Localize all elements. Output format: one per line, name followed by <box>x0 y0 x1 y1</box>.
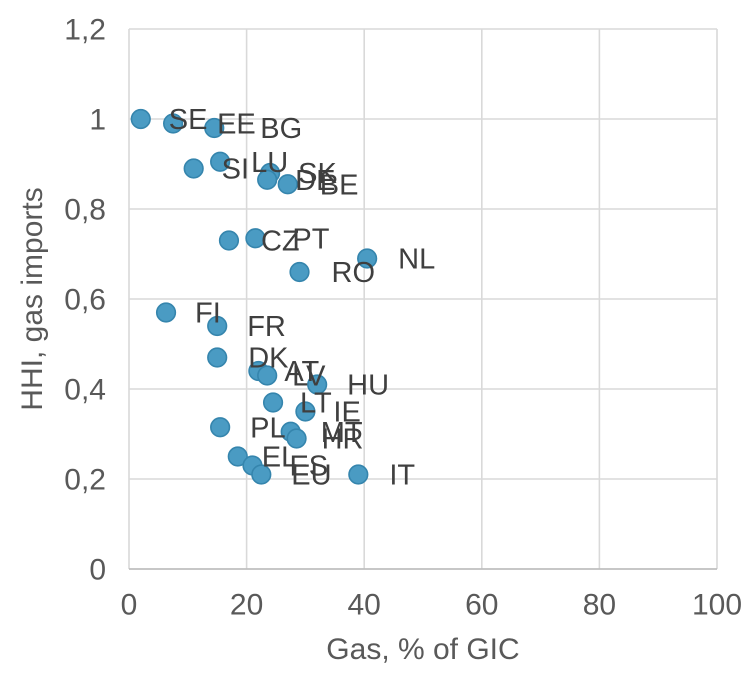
data-point-marker-lt <box>262 392 284 413</box>
x-tick-label: 100 <box>692 589 742 622</box>
data-point-label-nl: NL <box>398 244 435 276</box>
data-point-marker-bg <box>204 117 225 139</box>
data-point-label-lt: LT <box>300 388 332 420</box>
data-point-label-fi: FI <box>195 298 221 330</box>
data-point-label-dk: DK <box>248 343 289 375</box>
data-point-marker-eu <box>251 464 272 485</box>
y-tick-label: 1,2 <box>64 14 106 47</box>
data-point-marker-pl <box>210 417 231 438</box>
data-point-label-ee: EE <box>217 109 256 141</box>
data-point-label-lu: LU <box>251 147 288 179</box>
y-tick-label: 0,2 <box>64 464 106 497</box>
data-point-label-it: IT <box>389 460 415 492</box>
data-point-marker-lv <box>257 365 278 386</box>
x-tick-label: 40 <box>348 589 381 622</box>
data-point-label-de: DE <box>295 165 335 197</box>
x-axis-title: Gas, % of GIC <box>326 633 519 666</box>
x-tick-label: 0 <box>121 589 138 622</box>
data-point-label-si: SI <box>222 154 249 186</box>
data-point-label-bg: BG <box>260 113 302 145</box>
data-point-label-ro: RO <box>332 257 376 289</box>
data-point-marker-dk <box>207 347 228 368</box>
data-point-marker-se <box>130 108 151 130</box>
tick-labels: 0 20 40 60 80 100 0 0,2 0,4 0,6 0,8 1 1,2 <box>64 14 742 622</box>
y-tick-label: 0,8 <box>64 194 106 227</box>
data-point-marker-nl <box>357 248 378 269</box>
data-point-label-sk: SK <box>298 158 337 190</box>
data-point-marker-ie <box>295 401 316 422</box>
data-point-label-ie: IE <box>333 397 360 429</box>
data-point-label-cz: CZ <box>261 226 300 258</box>
data-point-marker-el <box>227 446 248 467</box>
y-tick-label: 0,4 <box>64 374 106 407</box>
data-point-label-lv: LV <box>292 361 326 393</box>
data-point-marker-it <box>348 464 369 485</box>
x-tick-label: 60 <box>465 589 498 622</box>
y-axis-title: HHI, gas imports <box>16 187 49 410</box>
data-point-marker-cz <box>218 230 240 251</box>
data-point-marker-de <box>257 169 278 190</box>
data-point-label-fr: FR <box>247 311 286 343</box>
y-tick-label: 0 <box>89 554 106 587</box>
y-tick-label: 0,6 <box>64 284 106 317</box>
data-point-marker-fr <box>207 315 228 337</box>
data-point-marker-lu <box>210 151 231 172</box>
data-point-marker-hu <box>307 374 328 395</box>
data-points <box>130 108 378 485</box>
data-point-marker-si <box>183 158 204 179</box>
data-point-marker-hr <box>286 428 307 449</box>
data-point-label-pl: PL <box>250 412 285 444</box>
data-point-marker-ro <box>289 261 310 283</box>
y-tick-label: 1 <box>89 104 106 137</box>
x-tick-label: 80 <box>583 589 616 622</box>
x-tick-label: 20 <box>230 589 263 622</box>
data-point-label-be: BE <box>320 169 359 201</box>
data-point-marker-fi <box>155 302 177 323</box>
data-point-label-el: EL <box>262 442 297 474</box>
data-point-label-se: SE <box>169 104 208 136</box>
data-point-label-at: AT <box>284 356 319 388</box>
data-point-label-pt: PT <box>292 223 329 255</box>
data-point-label-hr: HR <box>322 424 364 456</box>
data-point-marker-be <box>277 174 298 195</box>
data-point-label-mt: MT <box>321 417 363 449</box>
data-point-label-hu: HU <box>347 370 389 402</box>
gridlines <box>128 28 718 569</box>
data-point-marker-pt <box>245 228 266 249</box>
data-point-label-es: ES <box>289 451 328 483</box>
data-point-marker-ee <box>163 113 184 134</box>
data-point-label-eu: EU <box>291 460 331 492</box>
